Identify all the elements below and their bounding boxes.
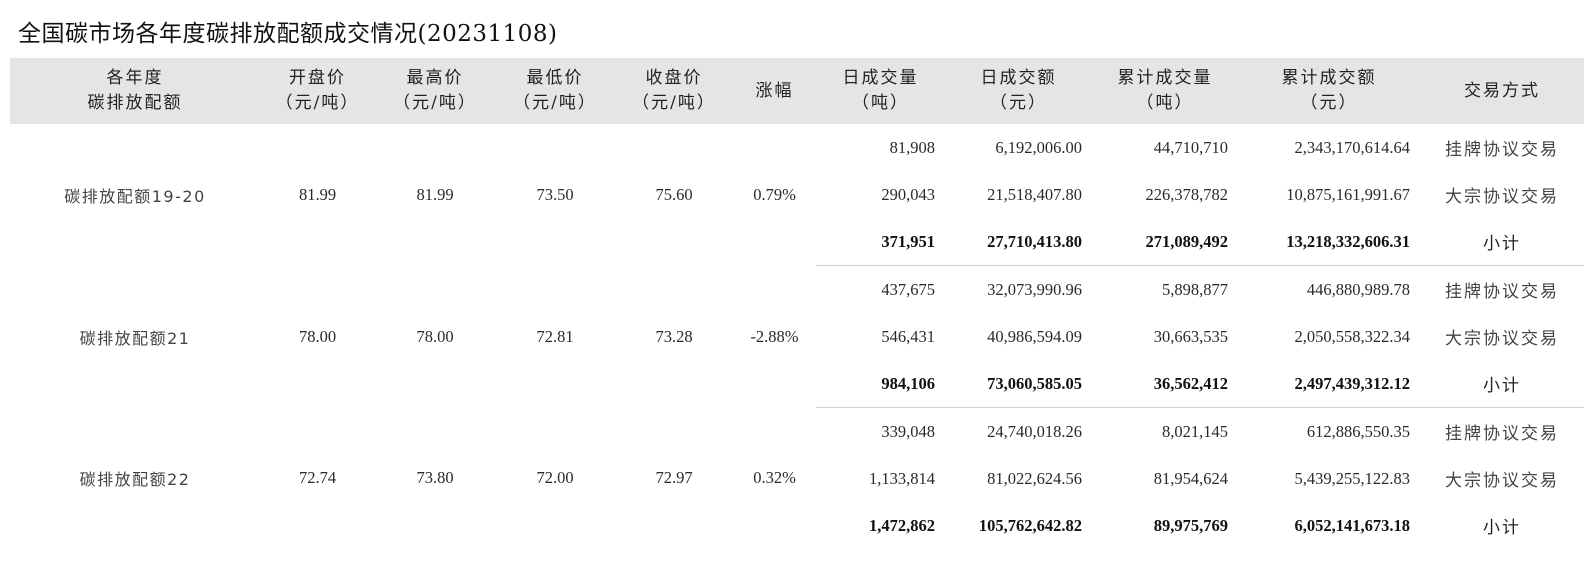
cum-amount-cell: 446,880,989.78 <box>1306 279 1410 299</box>
close-price-cell: 73.28 <box>655 326 693 346</box>
table-row: 碳排放配额22 72.74 73.80 72.00 72.97 0.32% 33… <box>10 408 1584 490</box>
year-cell: 碳排放配额21 <box>79 328 191 348</box>
page-title: 全国碳市场各年度碳排放配额成交情况(20231108) <box>18 21 558 47</box>
cum-volume-cell: 226,378,782 <box>1145 184 1229 204</box>
close-price-cell: 72.97 <box>655 468 693 488</box>
subtotal-label: 小计 <box>1483 518 1521 538</box>
header-day-volume: 日成交量 （吨） <box>816 58 945 124</box>
subtotal-row: 371,951 27,710,413.80 271,089,492 13,218… <box>10 218 1584 266</box>
cum-amount-subtotal: 6,052,141,673.18 <box>1294 515 1411 535</box>
cum-volume-cell: 81,954,624 <box>1153 468 1228 488</box>
cum-volume-subtotal: 89,975,769 <box>1153 515 1228 535</box>
day-amount-cell: 81,022,624.56 <box>987 468 1082 488</box>
cum-amount-cell: 2,343,170,614.64 <box>1294 137 1411 157</box>
close-price-cell: 75.60 <box>655 184 693 204</box>
method-cell: 挂牌协议交易 <box>1445 282 1559 302</box>
subtotal-label: 小计 <box>1420 360 1584 408</box>
header-open-price: 开盘价 （元/吨） <box>260 58 375 124</box>
header-close-price: 收盘价 （元/吨） <box>615 58 733 124</box>
carbon-trade-table: 各年度 碳排放配额 开盘价 （元/吨） 最高价 （元/吨） 最低价 （元/吨） 收盘价（… <box>10 58 1584 549</box>
low-price-cell: 72.81 <box>536 326 574 346</box>
method-cell: 挂牌协议交易 <box>1445 424 1559 444</box>
cum-volume-subtotal: 36,562,412 <box>1092 360 1238 408</box>
day-amount-cell: 21,518,407.80 <box>987 184 1082 204</box>
table-row: 碳排放配额19-20 81.99 81.99 73.50 75.60 0.79%… <box>10 124 1584 206</box>
day-volume-cell: 437,675 <box>881 279 935 299</box>
day-amount-cell: 6,192,006.00 <box>995 137 1082 157</box>
header-cum-volume: 累计成交量 （吨） <box>1092 58 1238 124</box>
method-cell: 大宗协议交易 <box>1445 471 1559 491</box>
table-row: 碳排放配额21 78.00 78.00 72.81 73.28 -2.88% 4… <box>10 266 1584 348</box>
header-day-amount: 日成交额 （元） <box>945 58 1092 124</box>
day-amount-cell: 32,073,990.96 <box>987 279 1082 299</box>
cum-volume-cell: 8,021,145 <box>1162 421 1228 441</box>
method-cell: 大宗协议交易 <box>1445 329 1559 349</box>
day-amount-subtotal: 73,060,585.05 <box>945 360 1092 408</box>
low-price-cell: 73.50 <box>536 184 574 204</box>
cum-volume-cell: 5,898,877 <box>1162 279 1228 299</box>
header-method: 交易方式 <box>1420 58 1584 124</box>
table-row: 1,133,814 81,022,624.56 81,954,624 5,439… <box>10 455 1584 502</box>
open-price-cell: 72.74 <box>298 468 337 488</box>
cum-amount-cell: 2,050,558,322.34 <box>1294 326 1411 346</box>
day-amount-cell: 40,986,594.09 <box>987 326 1082 346</box>
day-amount-subtotal: 27,710,413.80 <box>945 218 1092 266</box>
open-price-cell: 81.99 <box>298 184 337 204</box>
day-amount-subtotal: 105,762,642.82 <box>978 515 1082 535</box>
open-price-cell: 78.00 <box>298 326 337 346</box>
header-change: 涨幅 <box>733 58 816 124</box>
header-year: 各年度 碳排放配额 <box>10 58 260 124</box>
table-row: 546,431 40,986,594.09 30,663,535 2,050,5… <box>10 313 1584 360</box>
day-volume-cell: 1,133,814 <box>869 468 935 488</box>
cum-volume-subtotal: 271,089,492 <box>1092 218 1238 266</box>
subtotal-row: 1,472,862 105,762,642.82 89,975,769 6,05… <box>10 502 1584 549</box>
header-row: 各年度 碳排放配额 开盘价 （元/吨） 最高价 （元/吨） 最低价 （元/吨） 收盘价（… <box>10 58 1584 124</box>
day-volume-subtotal: 1,472,862 <box>869 515 935 535</box>
cum-amount-cell: 612,886,550.35 <box>1306 421 1410 441</box>
high-price-cell: 81.99 <box>416 184 454 204</box>
cum-volume-cell: 30,663,535 <box>1153 326 1228 346</box>
method-cell: 挂牌协议交易 <box>1445 140 1559 160</box>
cum-amount-subtotal: 2,497,439,312.12 <box>1238 360 1420 408</box>
low-price-cell: 72.00 <box>536 468 574 488</box>
cum-amount-cell: 5,439,255,122.83 <box>1294 468 1411 488</box>
header-high-price: 最高价 （元/吨） <box>375 58 495 124</box>
cum-volume-cell: 44,710,710 <box>1153 137 1228 157</box>
high-price-cell: 78.00 <box>416 326 454 346</box>
day-volume-subtotal: 984,106 <box>816 360 945 408</box>
day-volume-cell: 290,043 <box>881 184 935 204</box>
change-cell: 0.32% <box>753 468 796 488</box>
year-cell: 碳排放配额19-20 <box>64 186 206 206</box>
day-amount-cell: 24,740,018.26 <box>987 421 1082 441</box>
day-volume-cell: 81,908 <box>889 137 935 157</box>
day-volume-cell: 339,048 <box>881 421 935 441</box>
subtotal-label: 小计 <box>1420 218 1584 266</box>
cum-amount-subtotal: 13,218,332,606.31 <box>1238 218 1420 266</box>
cum-amount-cell: 10,875,161,991.67 <box>1286 184 1410 204</box>
table-row: 290,043 21,518,407.80 226,378,782 10,875… <box>10 171 1584 218</box>
day-volume-subtotal: 371,951 <box>816 218 945 266</box>
change-cell: -2.88% <box>750 326 799 346</box>
high-price-cell: 73.80 <box>416 468 454 488</box>
change-cell: 0.79% <box>753 184 796 204</box>
day-volume-cell: 546,431 <box>881 326 935 346</box>
header-cum-amount: 累计成交额 （元） <box>1238 58 1420 124</box>
header-low-price: 最低价 （元/吨） <box>495 58 615 124</box>
subtotal-row: 984,106 73,060,585.05 36,562,412 2,497,4… <box>10 360 1584 408</box>
year-cell: 碳排放配额22 <box>79 470 191 490</box>
method-cell: 大宗协议交易 <box>1445 187 1559 207</box>
